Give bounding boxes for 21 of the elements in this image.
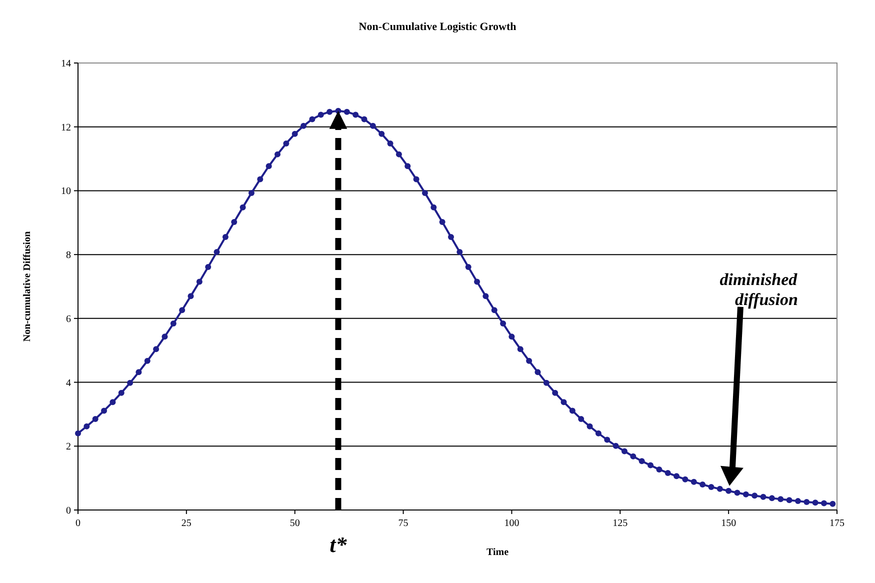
- x-tick-label: 100: [504, 518, 520, 529]
- chart-title: Non-Cumulative Logistic Growth: [358, 21, 516, 33]
- annotation: diminished diffusion: [720, 270, 798, 309]
- y-tick-label: 8: [66, 250, 71, 262]
- y-tick-label: 2: [66, 442, 71, 453]
- x-tick-label: 50: [290, 518, 300, 529]
- y-tick-label: 10: [61, 186, 71, 198]
- y-tick-label: 6: [66, 314, 71, 325]
- y-tick-label: 14: [61, 58, 71, 70]
- x-axis-title: Time: [486, 547, 510, 558]
- y-tick-label: 12: [61, 122, 71, 134]
- x-tick-label: 150: [721, 518, 736, 529]
- y-tick-label: 4: [66, 378, 71, 389]
- y-tick-label: 0: [66, 506, 71, 516]
- x-tick-label: 175: [830, 518, 844, 529]
- x-tick-label: 125: [612, 518, 628, 529]
- x-tick-label: 75: [398, 518, 408, 529]
- x-tick-label: 0: [76, 518, 80, 529]
- y-axis-title: Non-cumulative Diffusion: [22, 230, 33, 342]
- x-tick-label: 25: [181, 518, 192, 529]
- ref-line-label: t*: [330, 532, 348, 557]
